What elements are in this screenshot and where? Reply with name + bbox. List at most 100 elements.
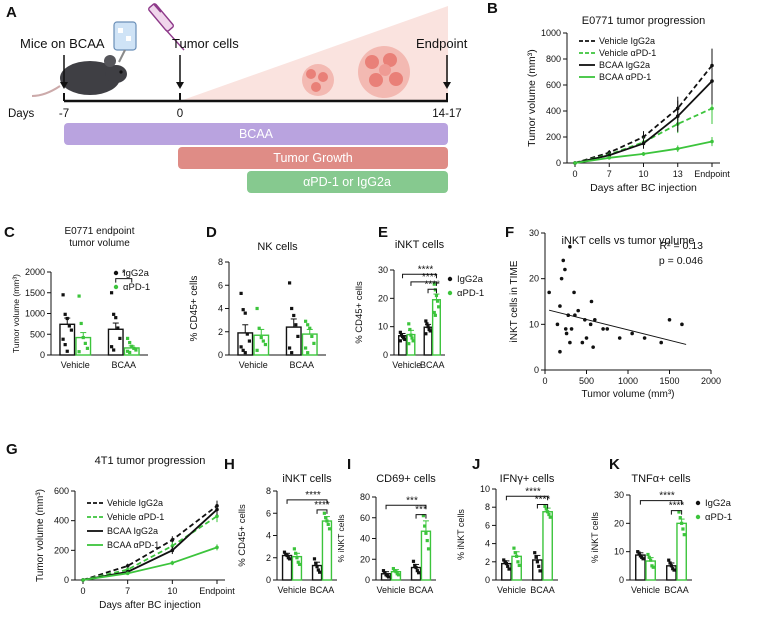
y-tick-label: 0 (556, 158, 561, 168)
data-point (533, 551, 537, 555)
data-point (314, 561, 318, 565)
panel-i: I CD69+ cells % iNKT cells 0 20 40 60 80 Vehicle… (336, 456, 436, 595)
bcaa-bar (64, 123, 448, 145)
chart-title: iNKT cells (282, 473, 332, 485)
data-point (398, 330, 402, 334)
data-point (243, 311, 247, 315)
data-point (118, 336, 122, 340)
data-point (548, 515, 552, 519)
data-point (411, 339, 415, 343)
arrowhead-endpoint (443, 82, 451, 89)
day-tick-label: 0 (177, 108, 183, 120)
data-point (257, 326, 261, 330)
x-tick-label: BCAA (289, 360, 314, 370)
y-tick-label: 0 (365, 575, 370, 585)
x-tick-label: Endpoint (199, 586, 235, 596)
data-point (410, 336, 414, 340)
bar-pd-1-vehicle (291, 555, 303, 581)
data-point (426, 325, 430, 329)
x-tick-label: 13 (673, 169, 683, 179)
data-point (295, 556, 299, 560)
significance-bracket (670, 510, 683, 515)
data-point (396, 573, 401, 577)
data-point (292, 313, 296, 318)
y-axis-label: % CD45+ cells (237, 504, 248, 567)
y-axis-label: Tumor volume (mm³) (35, 489, 46, 582)
data-point (432, 310, 436, 315)
scatter-point (659, 340, 663, 345)
scatter-point (563, 267, 567, 272)
data-point (310, 334, 314, 338)
y-tick-label: 10 (480, 484, 490, 494)
data-point (239, 345, 243, 349)
data-point (677, 510, 681, 514)
significance-bracket (639, 500, 683, 505)
charts-layer: B E0771 tumor progression Tumor volume (mm… (4, 0, 732, 611)
panel-letter-g: G (6, 441, 18, 458)
data-point (675, 146, 680, 151)
data-point (128, 350, 132, 355)
data-point (424, 531, 428, 535)
panel-letter-f: F (505, 224, 514, 241)
data-point (67, 324, 71, 328)
data-point (130, 344, 134, 348)
data-point (261, 339, 265, 343)
data-point (537, 564, 541, 568)
x-tick-label: BCAA (530, 585, 555, 595)
y-tick-label: 30 (529, 228, 539, 238)
data-point (391, 566, 395, 571)
data-point (407, 342, 411, 346)
x-tick-label: 7 (125, 586, 130, 596)
legend-marker (113, 284, 119, 290)
treatment-bar-label: αPD-1 or IgG2a (303, 175, 391, 189)
y-tick-label: 2 (485, 557, 490, 567)
data-point (282, 550, 287, 554)
significance-bracket (536, 503, 549, 509)
data-point (315, 565, 319, 569)
scatter-point (563, 327, 568, 331)
data-point (414, 565, 418, 570)
x-tick-label: Vehicle (392, 360, 421, 370)
bar-igg2a-bcaa (107, 328, 124, 356)
data-point (637, 551, 641, 555)
data-point (325, 519, 329, 523)
scatter-point (569, 327, 574, 331)
data-point (296, 334, 300, 338)
data-point (502, 558, 506, 562)
x-tick-label: 2000 (701, 376, 721, 386)
legend-label: IgG2a (705, 498, 732, 509)
legend-label: BCAA αPD-1 (599, 72, 651, 82)
y-tick-label: 1000 (541, 28, 561, 38)
y-tick-label: 400 (54, 516, 69, 526)
scatter-point (572, 290, 576, 295)
y-axis-label: % CD45+ cells (354, 281, 365, 344)
data-point (403, 337, 407, 342)
data-point (125, 564, 130, 568)
data-point (398, 339, 402, 343)
data-point (647, 555, 651, 559)
panel-d: D NK cells % CD45+ cells 0 2 4 6 8 Vehicle BCAA (189, 224, 326, 370)
syringe-icon (148, 3, 185, 51)
x-tick-label: Vehicle (376, 585, 405, 595)
data-point (417, 571, 421, 575)
significance-label: **** (659, 491, 675, 502)
scatter-point (617, 336, 622, 340)
bar-pd-1-bcaa (420, 530, 432, 581)
y-tick-label: 0 (266, 575, 271, 585)
data-point (259, 335, 263, 340)
data-point (294, 323, 298, 327)
legend-label: IgG2a (123, 268, 150, 279)
significance-label: **** (418, 264, 434, 275)
data-point (327, 527, 332, 531)
legend-label: Vehicle IgG2a (599, 36, 655, 46)
legend-label: IgG2a (457, 274, 484, 285)
panel-j: J IFNγ+ cells % iNKT cells 0 2 4 6 8 10 Vehicle BC… (456, 456, 558, 595)
y-tick-label: 600 (54, 486, 69, 496)
data-point (85, 346, 90, 350)
scatter-point (591, 345, 595, 349)
y-tick-label: 20 (360, 554, 370, 564)
data-point (81, 335, 85, 340)
data-point (312, 341, 316, 345)
scatter-point (593, 317, 597, 322)
